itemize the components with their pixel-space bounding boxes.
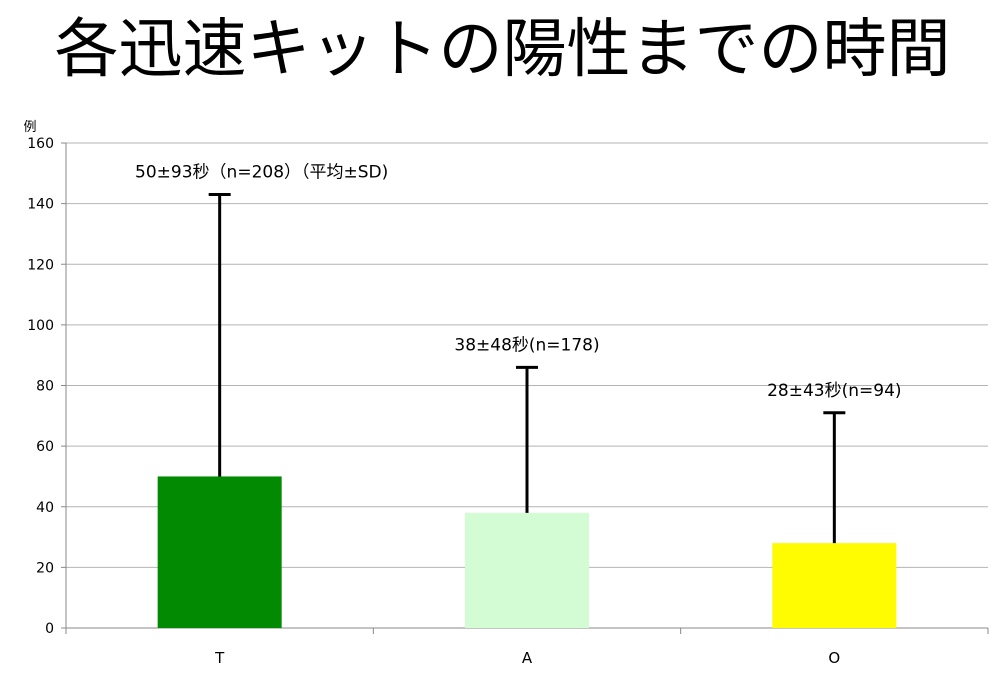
- y-tick-label: 80: [36, 379, 54, 395]
- y-axis-label: 例: [23, 120, 36, 135]
- y-tick-label: 120: [27, 257, 54, 273]
- x-category-label: T: [214, 649, 225, 667]
- data-annotation: 28±43秒(n=94): [767, 381, 901, 401]
- bar: [465, 512, 589, 628]
- y-tick-label: 100: [27, 318, 54, 334]
- y-tick-label: 60: [36, 439, 54, 455]
- bar: [772, 543, 897, 628]
- x-category-label: O: [828, 649, 840, 667]
- x-category-label: A: [522, 649, 533, 667]
- y-tick-label: 140: [27, 197, 54, 213]
- data-annotation: 50±93秒（n=208）（平均±SD): [135, 163, 388, 183]
- chart-title: 各迅速キットの陽性までの時間: [54, 13, 951, 87]
- y-tick-label: 40: [36, 500, 54, 516]
- data-annotation: 38±48秒(n=178): [454, 335, 599, 355]
- y-tick-label: 20: [36, 560, 54, 576]
- y-tick-label: 160: [27, 136, 54, 152]
- y-tick-label: 0: [45, 621, 54, 637]
- bar: [157, 476, 282, 628]
